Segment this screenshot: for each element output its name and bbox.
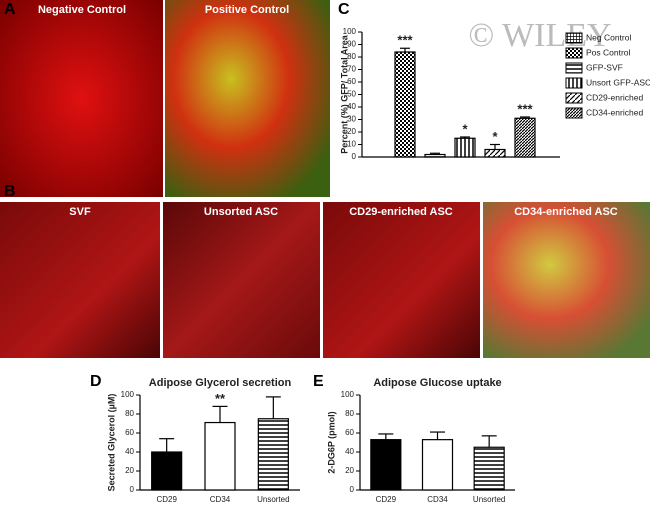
bar: [454, 137, 476, 158]
image: [0, 0, 163, 197]
image: [483, 202, 650, 358]
y-tick-label: 50: [347, 90, 356, 99]
legend-swatch: [565, 77, 583, 89]
panel-letter: E: [313, 373, 324, 390]
y-tick-label: 40: [125, 447, 134, 456]
chart-title: Adipose Glycerol secretion: [149, 377, 292, 389]
y-axis-label: Percent (%) GFP/ Total Area: [339, 34, 349, 154]
y-tick-label: 80: [347, 52, 356, 61]
y-tick-label: 70: [347, 65, 356, 74]
image-label: SVF: [69, 206, 91, 218]
y-tick-label: 80: [345, 409, 354, 418]
y-tick-label: 60: [345, 428, 354, 437]
legend-label: GFP-SVF: [586, 62, 623, 72]
x-tick-label: CD34: [210, 495, 231, 504]
y-tick-label: 20: [125, 466, 134, 475]
x-tick-label: Unsorted: [257, 495, 289, 504]
watermark: © WILEY: [468, 17, 611, 54]
y-tick-label: 60: [125, 428, 134, 437]
annotation: ***: [517, 101, 533, 116]
legend-swatch: [565, 92, 583, 104]
y-tick-label: 0: [352, 152, 357, 161]
bar: [421, 439, 454, 491]
bar: [484, 148, 506, 158]
y-tick-label: 100: [343, 27, 357, 36]
y-tick-label: 30: [347, 115, 356, 124]
legend-label: CD34-enriched: [586, 107, 643, 117]
legend-label: CD29-enriched: [586, 92, 643, 102]
legend-swatch: [565, 47, 583, 59]
y-tick-label: 80: [125, 409, 134, 418]
image-label: CD29-enriched ASC: [349, 206, 453, 218]
y-tick-label: 40: [345, 447, 354, 456]
y-axis-label: 2-DG6P (pmol): [326, 411, 336, 473]
bar: [151, 451, 183, 491]
panel-letter: D: [90, 373, 102, 390]
image: [165, 0, 330, 197]
y-tick-label: 100: [121, 390, 135, 399]
legend-swatch: [565, 107, 583, 119]
y-tick-label: 20: [345, 466, 354, 475]
y-tick-label: 0: [350, 485, 355, 494]
y-axis-label: Secreted Glycerol (µM): [106, 394, 116, 492]
annotation: *: [462, 121, 468, 136]
x-tick-label: CD34: [427, 495, 448, 504]
legend-label: Neg Control: [586, 32, 631, 42]
panel-letter: B: [4, 183, 16, 200]
legend-label: Pos Control: [586, 47, 631, 57]
legend-label: Unsort GFP-ASC: [586, 77, 650, 87]
x-tick-label: Unsorted: [473, 495, 505, 504]
image-label: Negative Control: [38, 4, 126, 16]
y-tick-label: 60: [347, 77, 356, 86]
y-tick-label: 90: [347, 40, 356, 49]
bar: [370, 439, 402, 491]
image: [0, 202, 160, 358]
bar: [424, 153, 446, 158]
annotation: ***: [397, 33, 413, 48]
panel-letter: A: [4, 1, 16, 18]
panel-letter: C: [338, 1, 350, 18]
legend-swatch: [565, 62, 583, 74]
y-tick-label: 40: [347, 102, 356, 111]
bar: [257, 418, 289, 491]
y-tick-label: 0: [130, 485, 135, 494]
bar: [514, 117, 536, 158]
y-tick-label: 10: [347, 140, 356, 149]
bar: [473, 446, 505, 491]
bar: [204, 421, 236, 491]
image-label: Positive Control: [205, 4, 289, 16]
y-tick-label: 20: [347, 127, 356, 136]
annotation: **: [215, 391, 226, 406]
image: [163, 202, 320, 358]
chart-title: Adipose Glucose uptake: [373, 377, 501, 389]
image: [323, 202, 480, 358]
x-tick-label: CD29: [376, 495, 397, 504]
bar: [394, 51, 416, 158]
annotation: *: [492, 129, 498, 144]
x-tick-label: CD29: [156, 495, 177, 504]
y-tick-label: 100: [341, 390, 355, 399]
legend-swatch: [565, 32, 583, 44]
image-label: CD34-enriched ASC: [514, 206, 618, 218]
image-label: Unsorted ASC: [204, 206, 278, 218]
